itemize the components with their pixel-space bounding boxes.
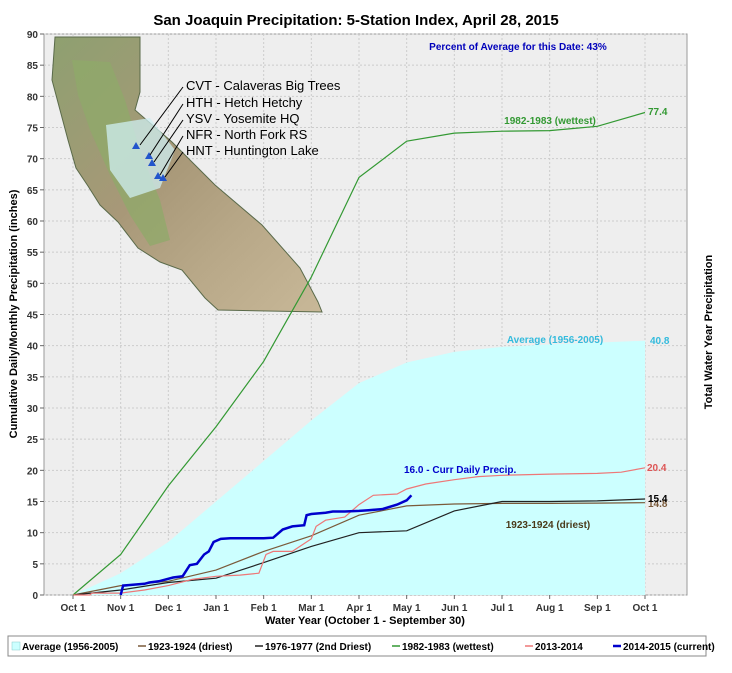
leader-line-hnt [164,151,184,178]
x-tick-label: Oct 1 [632,603,657,614]
series-line-1982-1983-wettest [72,111,646,596]
legend-label-2013-2014: 2013-2014 [535,642,583,653]
y-tick-label: 40 [27,342,39,353]
series-annotations: 40.8 Average (1956-2005) 14.8 1923-1924 (dr… [404,107,670,531]
y-tick-label: 60 [27,217,39,228]
leader-line-hth [149,103,184,156]
legend: Average (1956-2005) 1923-1924 (driest) 197… [11,641,715,653]
series-annotation-1982-1983-wettest: 1982-1983 (wettest) [504,116,596,127]
y2-axis-title: Total Water Year Precipitation [703,254,715,409]
series-annotation-average-1956-2005: Average (1956-2005) [507,335,603,346]
y-tick-label: 75 [27,124,39,135]
chart-title: San Joaquin Precipitation: 5-Station Ind… [153,12,558,29]
x-tick-label: Sep 1 [584,603,611,614]
series-area-average-1956-2005 [73,340,645,595]
leader-line-ysv [153,119,184,163]
legend-swatch-average-1956-2005 [11,641,21,651]
series-line-1923-1924-driest [72,502,646,596]
x-tick-label: Nov 1 [107,603,135,614]
x-tick-label: Oct 1 [60,603,85,614]
series-annotation-2014-2015-current: 16.0 - Curr Daily Precip. [404,465,516,476]
x-tick-label: May 1 [393,603,421,614]
series-line-2013-2014 [73,467,646,596]
legend-label-1923-1924-driest: 1923-1924 (driest) [148,642,233,653]
station-label-cvt: CVT - Calaveras Big Trees [186,78,341,93]
end-value-label-2013-2014: 20.4 [647,463,667,474]
series-line-2014-2015-current [119,494,413,596]
y-tick-label: 55 [27,248,39,259]
california-map-inset: CVT - Calaveras Big Trees HTH - Hetch He… [51,36,341,313]
station-label-hth: HTH - Hetch Hetchy [186,95,303,110]
y-tick-label: 0 [32,591,38,602]
leader-line-cvt [139,86,184,146]
y-axis-title: Cumulative Daily/Monthly Precipitation (… [8,189,20,438]
station-marker-hnt [159,174,167,181]
end-value-label-average-1956-2005: 40.8 [650,336,670,347]
station-label-hnt: HNT - Huntington Lake [186,143,319,158]
end-value-label-1982-1983-wettest: 77.4 [648,107,668,118]
x-tick-label: Jul 1 [491,603,514,614]
axis-ticks: 0 5 10 15 20 25 30 35 40 45 50 55 60 65 70 75 80 85 90 Oct … [27,30,658,614]
legend-label-1976-1977-2nd-driest: 1976-1977 (2nd Driest) [265,642,371,653]
legend-box [7,635,707,657]
end-value-label-1976-1977-2nd-driest: 15.4 [648,494,668,505]
y-tick-label: 45 [27,311,39,322]
series-line-1976-1977-2nd-driest [72,498,646,596]
percent-of-average-note: Percent of Average for this Date: 43% [429,42,607,53]
legend-label-average-1956-2005: Average (1956-2005) [22,642,118,653]
leader-line-nfr [159,135,184,176]
series-lines [72,111,646,596]
station-marker-nfr [154,172,162,179]
legend-label-2014-2015-current: 2014-2015 (current) [623,642,715,653]
x-tick-label: Jan 1 [203,603,229,614]
station-label-ysv: YSV - Yosemite HQ [186,111,299,126]
y-tick-label: 15 [27,498,39,509]
station-marker-cvt [132,142,140,149]
average-area [73,340,645,595]
x-tick-label: Dec 1 [155,603,182,614]
end-value-label-1923-1924-driest: 14.8 [648,499,668,510]
legend-label-1982-1983-wettest: 1982-1983 (wettest) [402,642,494,653]
y-tick-label: 90 [27,30,39,41]
x-axis-title: Water Year (October 1 - September 30) [265,615,465,627]
x-tick-label: Aug 1 [536,603,564,614]
y-tick-label: 50 [27,279,39,290]
y-tick-label: 65 [27,186,39,197]
y-tick-label: 85 [27,61,39,72]
station-marker-ysv [148,159,156,166]
x-tick-label: Jun 1 [441,603,468,614]
y-tick-label: 30 [27,404,39,415]
y-tick-label: 35 [27,373,39,384]
x-tick-label: Mar 1 [298,603,325,614]
y-tick-label: 25 [27,435,39,446]
x-tick-label: Feb 1 [251,603,278,614]
x-tick-label: Apr 1 [346,603,372,614]
station-label-nfr: NFR - North Fork RS [186,127,308,142]
station-marker-hth [145,152,153,159]
y-tick-label: 70 [27,155,39,166]
y-tick-label: 10 [27,529,39,540]
series-annotation-1923-1924-driest: 1923-1924 (driest) [506,520,591,531]
y-tick-label: 80 [27,92,39,103]
y-tick-label: 5 [32,560,38,571]
y-tick-label: 20 [27,466,39,477]
